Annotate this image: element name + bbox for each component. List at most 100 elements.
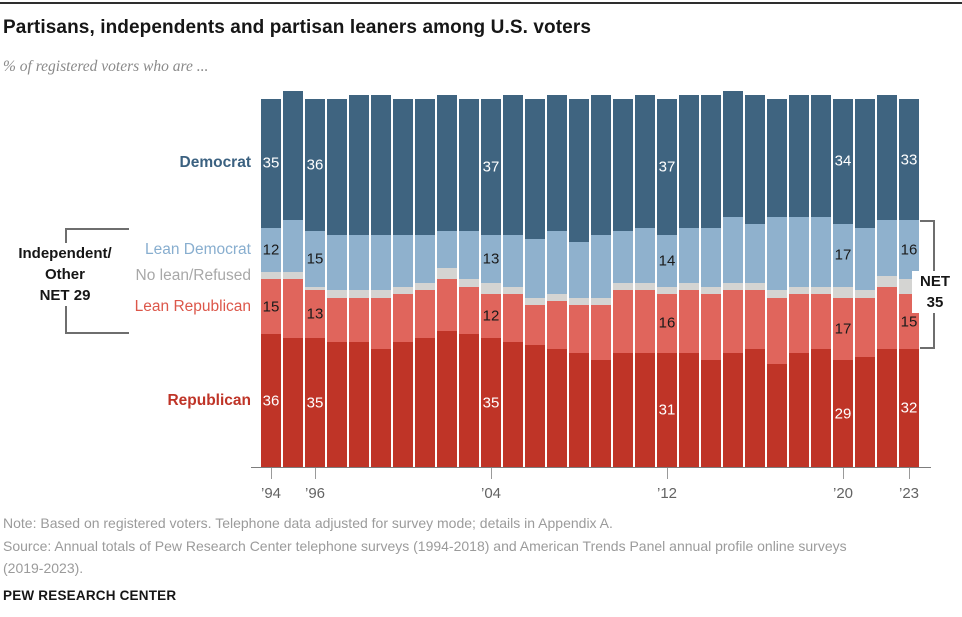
bar-segment-lean_republican — [612, 290, 634, 353]
bar-segment-no_lean — [876, 275, 898, 287]
bar-segment-republican — [788, 352, 810, 467]
bar-segment-lean_democrat — [326, 235, 348, 291]
bar-segment-lean_democrat — [260, 227, 282, 272]
bar-segment-republican — [348, 341, 370, 467]
x-axis-tick — [909, 468, 910, 479]
bar-segment-democrat — [480, 98, 502, 236]
page-subtitle: % of registered voters who are ... — [3, 58, 209, 75]
bar-segment-republican — [502, 341, 524, 467]
bar-segment-republican — [810, 349, 832, 467]
bar-segment-no_lean — [260, 271, 282, 280]
footer: Note: Based on registered voters. Teleph… — [3, 512, 948, 580]
bar-segment-republican — [876, 349, 898, 467]
bar-segment-lean_democrat — [590, 235, 612, 298]
bar-segment-no_lean — [788, 286, 810, 294]
bar-segment-republican — [722, 352, 744, 467]
bar-segment-democrat — [304, 98, 326, 232]
bar-segment-lean_republican — [810, 293, 832, 350]
bar-segment-democrat — [326, 98, 348, 236]
bar-value-label-lean_republican: 15 — [262, 298, 280, 316]
bar-segment-no_lean — [634, 282, 656, 291]
bar-segment-lean_republican — [634, 290, 656, 353]
x-axis-tick-label: ’94 — [260, 485, 282, 502]
bar-segment-republican — [832, 360, 854, 467]
bar-segment-lean_democrat — [546, 231, 568, 294]
bar-segment-republican — [304, 338, 326, 467]
bar-segment-lean_democrat — [788, 216, 810, 287]
bar-segment-democrat — [370, 95, 392, 236]
bar-segment-democrat — [260, 98, 282, 228]
x-axis-tick-label: ’12 — [656, 485, 678, 502]
bar-segment-democrat — [348, 95, 370, 236]
bar-segment-republican — [766, 363, 788, 467]
bar-value-label-democrat: 34 — [834, 152, 852, 170]
right-bracket-label: NET 35 — [912, 271, 958, 313]
bar-value-label-lean_republican: 13 — [306, 305, 324, 323]
bar-segment-lean_democrat — [678, 227, 700, 283]
bar-segment-republican — [568, 352, 590, 467]
bar-segment-democrat — [436, 95, 458, 232]
bar-segment-no_lean — [546, 293, 568, 302]
bar-value-label-lean_republican: 17 — [834, 320, 852, 338]
bar-value-label-lean_republican: 15 — [900, 313, 918, 331]
x-axis-tick — [843, 468, 844, 479]
bar-segment-no_lean — [766, 290, 788, 298]
bar-segment-democrat — [832, 98, 854, 224]
bar-segment-lean_democrat — [502, 235, 524, 287]
bar-segment-lean_republican — [700, 293, 722, 361]
source-text-line2: (2019-2023). — [3, 560, 84, 576]
bar-segment-democrat — [722, 91, 744, 217]
bar-segment-democrat — [700, 95, 722, 228]
x-axis-tick — [271, 468, 272, 479]
bar-segment-lean_democrat — [634, 227, 656, 283]
bar-segment-democrat — [590, 95, 612, 236]
bar-segment-lean_republican — [370, 297, 392, 350]
bar-segment-lean_republican — [678, 290, 700, 353]
bar-segment-republican — [700, 360, 722, 467]
bar-segment-lean_republican — [392, 293, 414, 342]
bar-segment-lean_republican — [788, 293, 810, 353]
bar-value-label-lean_republican: 16 — [658, 314, 676, 332]
bar-segment-lean_democrat — [480, 235, 502, 283]
bar-segment-democrat — [656, 98, 678, 236]
bar-segment-republican — [612, 352, 634, 467]
bar-segment-democrat — [524, 98, 546, 239]
bar-segment-lean_democrat — [854, 227, 876, 291]
bar-segment-lean_democrat — [612, 231, 634, 283]
bar-segment-lean_republican — [854, 297, 876, 357]
bar-segment-lean_democrat — [876, 220, 898, 276]
bar-segment-democrat — [810, 95, 832, 217]
bar-segment-democrat — [876, 95, 898, 221]
bar-segment-lean_republican — [744, 290, 766, 350]
bar-value-label-democrat: 37 — [658, 158, 676, 176]
bar-segment-no_lean — [854, 290, 876, 298]
bar-segment-lean_democrat — [568, 242, 590, 298]
bar-segment-no_lean — [436, 268, 458, 280]
bar-segment-lean_republican — [282, 279, 304, 339]
bar-segment-lean_democrat — [436, 231, 458, 269]
bar-segment-lean_democrat — [524, 238, 546, 298]
x-axis-tick-label: ’20 — [832, 485, 854, 502]
bar-segment-no_lean — [678, 282, 700, 291]
bar-segment-democrat — [744, 95, 766, 224]
bar-value-label-lean_democrat: 12 — [262, 241, 280, 259]
bar-segment-no_lean — [458, 279, 480, 287]
bar-value-label-democrat: 35 — [262, 154, 280, 172]
bar-segment-lean_republican — [546, 301, 568, 350]
x-axis-line — [251, 467, 931, 468]
category-label-lean_republican: Lean Republican — [134, 297, 251, 315]
bar-segment-republican — [326, 341, 348, 467]
bar-segment-lean_republican — [524, 304, 546, 346]
page-title: Partisans, independents and partisan lea… — [3, 17, 591, 38]
x-axis-tick-label: ’04 — [480, 485, 502, 502]
bar-segment-lean_democrat — [458, 231, 480, 280]
bar-segment-lean_democrat — [392, 235, 414, 287]
category-label-no_lean: No lean/Refused — [135, 266, 251, 284]
bar-value-label-republican: 36 — [262, 392, 280, 410]
bar-segment-lean_democrat — [304, 231, 326, 287]
bar-value-label-lean_democrat: 14 — [658, 252, 676, 270]
bar-segment-republican — [458, 334, 480, 467]
category-label-democrat: Democrat — [179, 154, 252, 172]
bar-segment-republican — [436, 330, 458, 467]
